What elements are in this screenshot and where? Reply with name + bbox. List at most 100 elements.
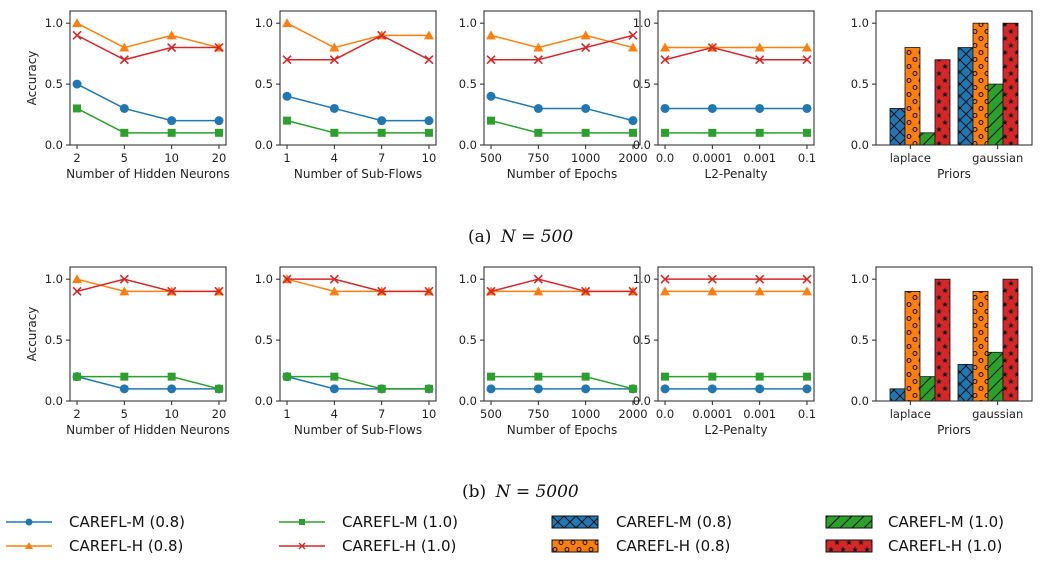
x-tick-label: 10	[422, 407, 437, 421]
point-3	[802, 372, 811, 381]
axes-frame	[483, 266, 641, 402]
point-2	[581, 128, 590, 137]
x-tick-label: 1000	[571, 151, 600, 165]
x-tick-label: 10	[422, 151, 437, 165]
point-1	[329, 55, 339, 65]
point-0	[72, 30, 82, 40]
point-0	[73, 372, 82, 381]
point-3	[802, 103, 812, 113]
series-carefl-m-1-0	[487, 116, 637, 137]
series-line	[491, 375, 634, 390]
y-tick-label: 1.0	[459, 272, 477, 286]
axes-frame	[875, 266, 1033, 402]
x-tick-label: 1000	[571, 407, 600, 421]
bar-hatch-0	[889, 108, 906, 146]
x-axis-label: Priors	[937, 167, 971, 181]
point-1	[707, 274, 717, 284]
point-1	[533, 384, 543, 394]
series-line	[286, 95, 429, 122]
series-carefl-m-1-0	[661, 128, 811, 137]
point-0	[72, 274, 83, 284]
x-tick-label: gaussian	[972, 407, 1023, 421]
x-tick-label: 4	[331, 151, 338, 165]
point-0	[283, 372, 292, 381]
x-axis-label: L2-Penalty	[705, 423, 768, 437]
series-carefl-m-0-8	[660, 384, 812, 394]
circle-marker-icon	[25, 518, 33, 526]
legend-item-line-carefl-m-10: CAREFL-M (1.0)	[279, 513, 458, 531]
point-0	[282, 55, 292, 65]
axes-frame	[69, 266, 227, 402]
bar-hatch-1	[957, 364, 974, 402]
point-3	[214, 128, 223, 137]
caption-b-math: N = 5000	[495, 482, 579, 502]
legend-label: CAREFL-H (1.0)	[342, 537, 456, 555]
point-3	[628, 384, 637, 393]
series-line	[76, 22, 220, 49]
series-line	[287, 278, 429, 293]
point-2	[167, 286, 177, 296]
point-2	[377, 116, 387, 126]
x-hatch-icon	[551, 515, 599, 529]
x-tick-label: 750	[527, 151, 549, 165]
axes-frame	[279, 10, 437, 146]
series-carefl-m-1-0	[283, 372, 433, 393]
x-axis-label: L2-Penalty	[705, 167, 768, 181]
point-1	[119, 286, 130, 296]
subplot-r1-c0: 0.0 0.5 1.0 2 5 10 20 Number of Hidden Neurons A…	[25, 266, 230, 437]
point-0	[487, 116, 496, 125]
point-2	[755, 103, 765, 113]
bar-hatch-1	[972, 22, 989, 146]
point-0	[660, 274, 670, 284]
caption-a: (a) N = 500	[468, 227, 573, 247]
x-tick-label: 500	[480, 151, 502, 165]
series-line	[286, 22, 429, 49]
point-2	[755, 128, 764, 137]
axes-frame	[875, 10, 1033, 146]
legend-item-line-carefl-m-08: CAREFL-M (0.8)	[6, 513, 185, 531]
y-tick-label: 0.5	[459, 77, 477, 91]
x-tick-label: 2000	[618, 151, 647, 165]
point-2	[581, 384, 591, 394]
point-1	[329, 286, 340, 296]
series-line	[76, 83, 219, 122]
y-tick-label: 0.0	[459, 138, 477, 152]
series-line	[287, 375, 429, 390]
point-1	[707, 286, 718, 296]
point-2	[755, 372, 764, 381]
point-2	[754, 42, 765, 52]
point-3	[214, 42, 224, 53]
series-carefl-h-1-0	[72, 30, 224, 65]
point-2	[167, 384, 177, 394]
x-tick-label: 2	[73, 407, 80, 421]
point-3	[802, 274, 812, 284]
x-tick-label: 0.0	[656, 407, 674, 421]
series-line	[490, 278, 633, 293]
series-carefl-h-0-8	[904, 290, 989, 402]
point-0	[486, 55, 496, 65]
y-tick-label: 0.5	[851, 333, 869, 347]
point-3	[628, 286, 638, 296]
point-2	[377, 384, 386, 393]
series-carefl-m-0-8	[660, 103, 812, 113]
bar-hatch-0	[889, 388, 906, 402]
y-tick-label: 1.0	[633, 16, 651, 30]
legend-label: CAREFL-M (1.0)	[888, 513, 1004, 531]
subplot-grid: 0.0 0.5 1.0 2 5 10 20 Number of Hidden Neurons A…	[25, 10, 1033, 437]
point-3	[628, 128, 637, 137]
point-3	[628, 30, 638, 40]
point-1	[119, 55, 129, 65]
point-1	[329, 103, 339, 113]
x-tick-label: 5	[121, 407, 128, 421]
caption-b: (b) N = 5000	[462, 482, 579, 502]
point-3	[424, 116, 434, 126]
series-line	[491, 34, 634, 61]
legend-item-bar-carefl-h-10: CAREFL-H (1.0)	[825, 537, 1002, 555]
series-carefl-m-1-0	[661, 372, 811, 381]
y-tick-label: 1.0	[45, 272, 63, 286]
series-carefl-h-1-0	[660, 274, 812, 284]
point-3	[423, 30, 434, 40]
